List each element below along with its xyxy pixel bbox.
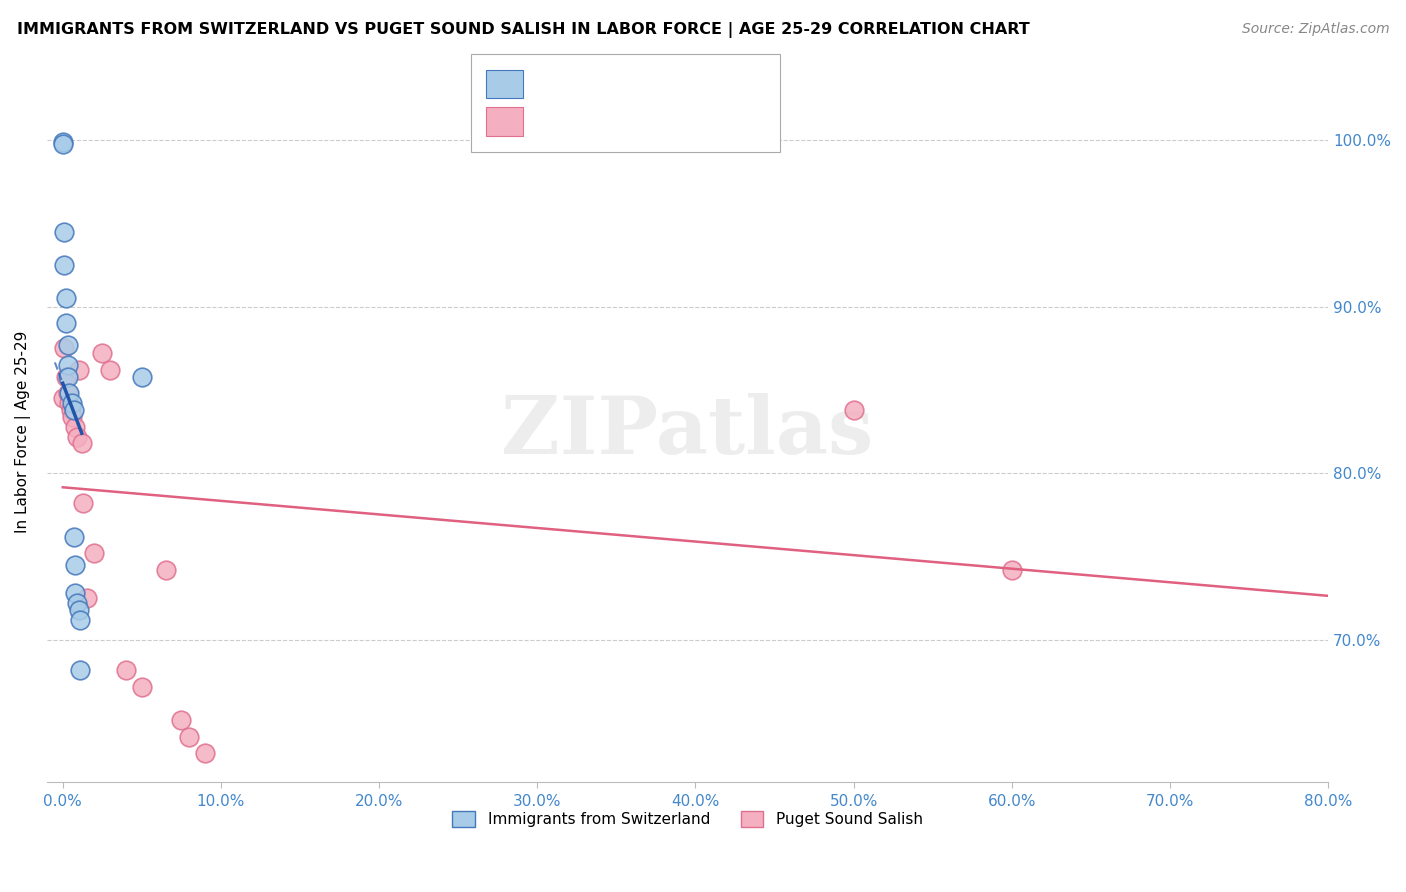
Point xyxy=(53,225,76,239)
Text: 24: 24 xyxy=(673,113,699,131)
Point xyxy=(98,363,121,377)
Point xyxy=(52,135,75,149)
Point xyxy=(842,403,865,417)
Point xyxy=(67,363,90,377)
Point xyxy=(60,409,83,424)
Point xyxy=(56,358,79,372)
Point xyxy=(55,292,77,306)
Text: 20: 20 xyxy=(662,76,688,94)
Point xyxy=(69,613,91,627)
Text: R =: R = xyxy=(529,76,568,94)
Point xyxy=(55,317,77,331)
Point xyxy=(56,386,79,401)
Point xyxy=(131,680,153,694)
Point xyxy=(194,747,217,761)
Point xyxy=(65,558,87,572)
Point xyxy=(69,663,91,677)
Point xyxy=(65,586,87,600)
Point xyxy=(155,563,177,577)
Text: N =: N = xyxy=(613,76,665,94)
Point xyxy=(1001,563,1024,577)
Point xyxy=(52,392,75,406)
Point xyxy=(76,591,98,606)
Point xyxy=(70,436,93,450)
Text: ZIPatlas: ZIPatlas xyxy=(502,392,873,471)
Point xyxy=(170,713,193,727)
Point xyxy=(53,258,76,272)
Text: Source: ZipAtlas.com: Source: ZipAtlas.com xyxy=(1241,22,1389,37)
Text: R =: R = xyxy=(529,113,568,131)
Point xyxy=(179,730,201,744)
Text: 0.301: 0.301 xyxy=(571,76,627,94)
Point xyxy=(83,546,105,560)
Point xyxy=(66,430,89,444)
Text: -0.118: -0.118 xyxy=(571,113,636,131)
Point xyxy=(91,346,114,360)
Point xyxy=(72,496,94,510)
Point xyxy=(131,369,153,384)
Point xyxy=(63,530,86,544)
Point xyxy=(60,396,83,410)
Point xyxy=(58,386,80,401)
Text: IMMIGRANTS FROM SWITZERLAND VS PUGET SOUND SALISH IN LABOR FORCE | AGE 25-29 COR: IMMIGRANTS FROM SWITZERLAND VS PUGET SOU… xyxy=(17,22,1029,38)
Point xyxy=(56,369,79,384)
Point xyxy=(67,603,90,617)
Point xyxy=(52,136,75,151)
Point xyxy=(115,663,138,677)
Point xyxy=(58,396,80,410)
Text: N =: N = xyxy=(624,113,676,131)
Point xyxy=(53,342,76,356)
Y-axis label: In Labor Force | Age 25-29: In Labor Force | Age 25-29 xyxy=(15,331,31,533)
Point xyxy=(66,596,89,610)
Point xyxy=(55,369,77,384)
Point xyxy=(59,403,82,417)
Legend: Immigrants from Switzerland, Puget Sound Salish: Immigrants from Switzerland, Puget Sound… xyxy=(446,805,929,833)
Point xyxy=(63,403,86,417)
Point xyxy=(56,338,79,352)
Point xyxy=(65,419,87,434)
